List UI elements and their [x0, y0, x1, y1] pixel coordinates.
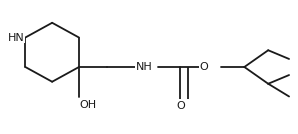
Text: HN: HN [7, 33, 24, 42]
Text: NH: NH [136, 62, 152, 72]
Text: OH: OH [80, 100, 97, 109]
Text: O: O [200, 62, 209, 72]
Text: O: O [176, 101, 185, 111]
